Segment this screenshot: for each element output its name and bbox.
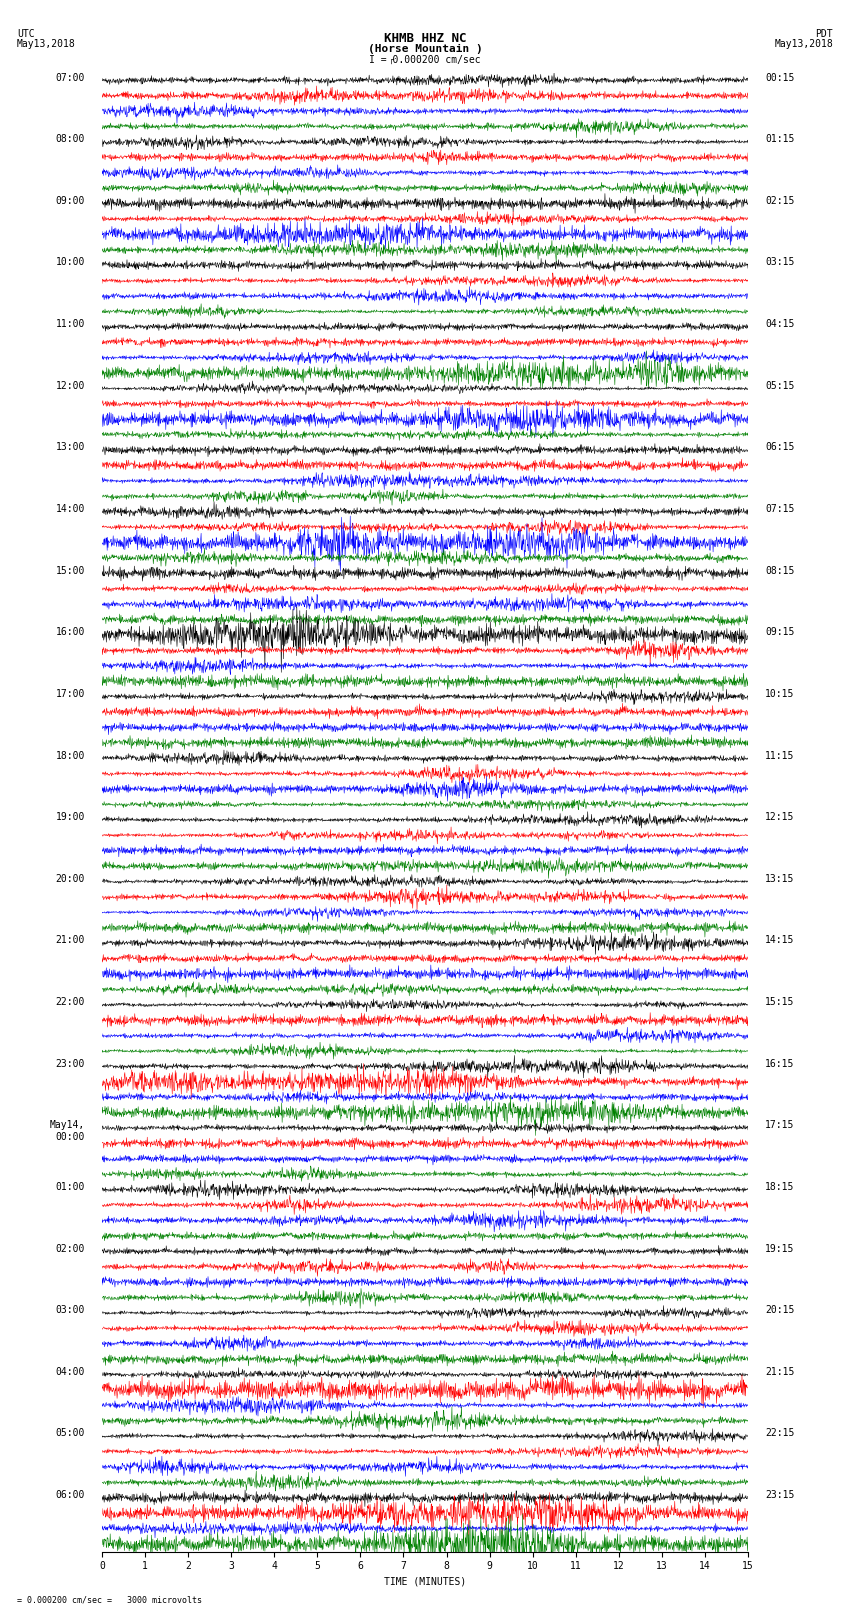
Text: 00:15: 00:15	[765, 73, 795, 82]
Text: 13:00: 13:00	[55, 442, 85, 452]
Text: 10:15: 10:15	[765, 689, 795, 698]
Text: 19:00: 19:00	[55, 813, 85, 823]
Text: May13,2018: May13,2018	[17, 39, 76, 48]
Text: 22:15: 22:15	[765, 1429, 795, 1439]
Text: 03:00: 03:00	[55, 1305, 85, 1315]
X-axis label: TIME (MINUTES): TIME (MINUTES)	[384, 1578, 466, 1587]
Text: 02:15: 02:15	[765, 195, 795, 206]
Text: 08:15: 08:15	[765, 566, 795, 576]
Text: 23:00: 23:00	[55, 1058, 85, 1069]
Text: ┌: ┌	[388, 55, 394, 65]
Text: 03:15: 03:15	[765, 258, 795, 268]
Text: 21:00: 21:00	[55, 936, 85, 945]
Text: PDT: PDT	[815, 29, 833, 39]
Text: 04:15: 04:15	[765, 319, 795, 329]
Text: 20:00: 20:00	[55, 874, 85, 884]
Text: 23:15: 23:15	[765, 1490, 795, 1500]
Text: 11:00: 11:00	[55, 319, 85, 329]
Text: 15:00: 15:00	[55, 566, 85, 576]
Text: 14:00: 14:00	[55, 503, 85, 515]
Text: 17:00: 17:00	[55, 689, 85, 698]
Text: 07:00: 07:00	[55, 73, 85, 82]
Text: 01:15: 01:15	[765, 134, 795, 144]
Text: 13:15: 13:15	[765, 874, 795, 884]
Text: 12:00: 12:00	[55, 381, 85, 390]
Text: 14:15: 14:15	[765, 936, 795, 945]
Text: 16:15: 16:15	[765, 1058, 795, 1069]
Text: 12:15: 12:15	[765, 813, 795, 823]
Text: 09:00: 09:00	[55, 195, 85, 206]
Text: KHMB HHZ NC: KHMB HHZ NC	[383, 32, 467, 45]
Text: 05:15: 05:15	[765, 381, 795, 390]
Text: 22:00: 22:00	[55, 997, 85, 1007]
Text: 21:15: 21:15	[765, 1366, 795, 1378]
Text: 05:00: 05:00	[55, 1429, 85, 1439]
Text: 15:15: 15:15	[765, 997, 795, 1007]
Text: 16:00: 16:00	[55, 627, 85, 637]
Text: I = 0.000200 cm/sec: I = 0.000200 cm/sec	[369, 55, 481, 65]
Text: 17:15: 17:15	[765, 1121, 795, 1131]
Text: 07:15: 07:15	[765, 503, 795, 515]
Text: 20:15: 20:15	[765, 1305, 795, 1315]
Text: 04:00: 04:00	[55, 1366, 85, 1378]
Text: 11:15: 11:15	[765, 750, 795, 760]
Text: 02:00: 02:00	[55, 1244, 85, 1253]
Text: (Horse Mountain ): (Horse Mountain )	[367, 44, 483, 53]
Text: 01:00: 01:00	[55, 1182, 85, 1192]
Text: 09:15: 09:15	[765, 627, 795, 637]
Text: 10:00: 10:00	[55, 258, 85, 268]
Text: 06:15: 06:15	[765, 442, 795, 452]
Text: UTC: UTC	[17, 29, 35, 39]
Text: 06:00: 06:00	[55, 1490, 85, 1500]
Text: 18:00: 18:00	[55, 750, 85, 760]
Text: 08:00: 08:00	[55, 134, 85, 144]
Text: May14,
00:00: May14, 00:00	[49, 1121, 85, 1142]
Text: = 0.000200 cm/sec =   3000 microvolts: = 0.000200 cm/sec = 3000 microvolts	[17, 1595, 202, 1605]
Text: 19:15: 19:15	[765, 1244, 795, 1253]
Text: 18:15: 18:15	[765, 1182, 795, 1192]
Text: May13,2018: May13,2018	[774, 39, 833, 48]
